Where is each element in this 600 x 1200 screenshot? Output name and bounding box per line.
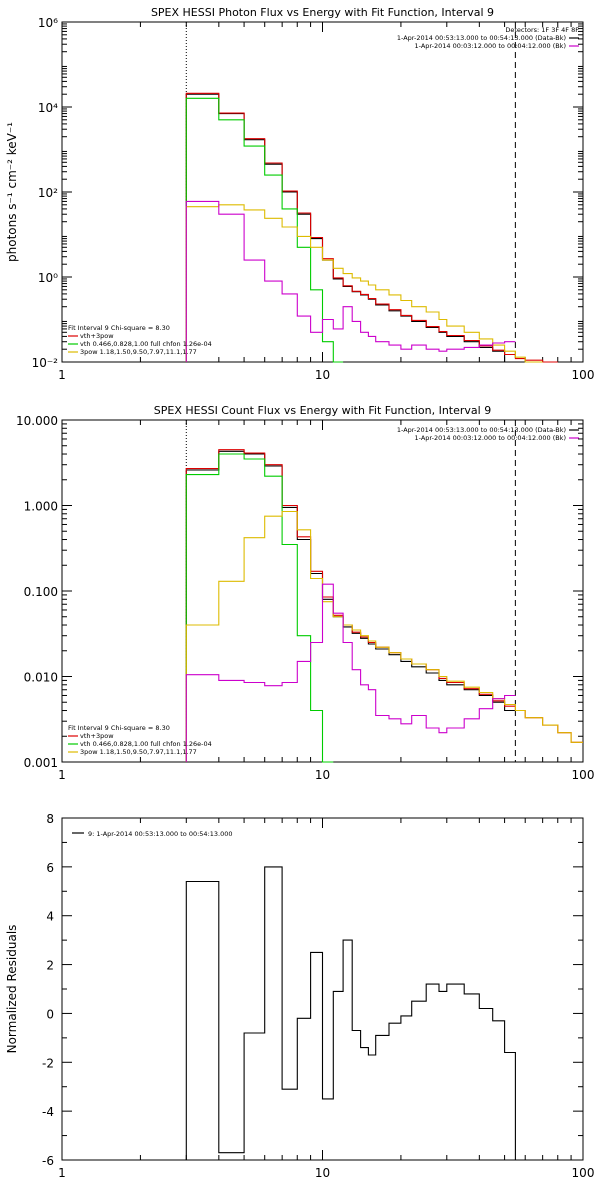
legend-left-entry: vth 0.466,0.828,1.00 full chfon 1.26e-04: [80, 340, 212, 348]
y-tick-label: 0: [46, 1007, 54, 1021]
chart-title: SPEX HESSI Photon Flux vs Energy with Fi…: [151, 6, 494, 19]
series-background-line: [185, 200, 516, 362]
y-tick-label: 8: [46, 812, 54, 826]
y-tick-label: -6: [42, 1154, 54, 1168]
series-power-line: [185, 510, 583, 762]
series-thermal-line: [185, 453, 334, 763]
y-tick-label: -2: [42, 1056, 54, 1070]
count-flux-panel: SPEX HESSI Count Flux vs Energy with Fit…: [16, 404, 594, 782]
fit-info-label: Fit Interval 9 Chi-square = 8.30: [68, 724, 170, 732]
series-background-line: [185, 583, 516, 762]
legend-left-entry: vth 0.466,0.828,1.00 full chfon 1.26e-04: [80, 740, 212, 748]
x-tick-label: 100: [572, 368, 595, 382]
x-tick-label: 1: [58, 368, 66, 382]
series-total-line: [185, 450, 516, 762]
legend-right-entry: 1-Apr-2014 00:53:13.000 to 00:54:13.000 …: [397, 34, 566, 42]
y-tick-label: 0.100: [24, 585, 58, 599]
y-tick-label: 0.001: [24, 756, 58, 770]
series-total-line: [185, 93, 516, 363]
photon-flux-panel: SPEX HESSI Photon Flux vs Energy with Fi…: [5, 6, 594, 382]
x-tick-label: 10: [315, 1166, 330, 1180]
y-tick-label: 10⁶: [38, 16, 58, 30]
legend-left-entry: 3pow 1.18,1.50,9.50,7.97,11.1,1.77: [80, 348, 197, 356]
legend-right-entry: 1-Apr-2014 00:03:12.000 to 00:04:12.000 …: [415, 434, 566, 442]
y-tick-label: 10²: [38, 186, 58, 200]
x-tick-label: 1: [58, 1166, 66, 1180]
y-tick-label: 10⁻²: [32, 356, 59, 370]
residuals-panel: Normalized Residuals 1 10 100 -6 -4 -2 0 2 4 6 8 9: …: [5, 812, 594, 1180]
y-tick-label: 2: [46, 959, 54, 973]
y-tick-label: 1.000: [24, 500, 58, 514]
y-tick-label: -4: [42, 1105, 54, 1119]
residual-legend-entry: 9: 1-Apr-2014 00:53:13.000 to 00:54:13.0…: [88, 830, 233, 838]
series-thermal-line: [185, 97, 344, 363]
series-power-line: [185, 204, 543, 363]
x-tick-label: 10: [315, 368, 330, 382]
y-axis-label: Normalized Residuals: [5, 925, 19, 1054]
fit-info-label: Fit Interval 9 Chi-square = 8.30: [68, 324, 170, 332]
detectors-label: Detectors: 1F 3F 4F 8F: [505, 26, 579, 34]
legend-left-entry: vth+3pow: [80, 732, 114, 740]
x-tick-label: 100: [572, 1166, 595, 1180]
y-tick-label: 4: [46, 910, 54, 924]
x-tick-label: 100: [572, 768, 595, 782]
x-tick-label: 10: [315, 768, 330, 782]
legend-right-entry: 1-Apr-2014 00:53:13.000 to 00:54:13.000 …: [397, 426, 566, 434]
legend-left-entry: vth+3pow: [80, 332, 114, 340]
y-tick-label: 6: [46, 861, 54, 875]
y-axis-label: photons s⁻¹ cm⁻² keV⁻¹: [5, 122, 19, 262]
legend-left-entry: 3pow 1.18,1.50,9.50,7.97,11.1,1.77: [80, 748, 197, 756]
x-tick-label: 1: [58, 768, 66, 782]
series-sum-line: [185, 92, 558, 363]
y-tick-label: 10⁰: [38, 271, 58, 285]
y-tick-label: 0.010: [24, 671, 58, 685]
chart-title: SPEX HESSI Count Flux vs Energy with Fit…: [154, 404, 491, 417]
y-tick-label: 10.000: [16, 414, 58, 428]
series-total-line: [185, 866, 516, 1160]
legend-right-entry: 1-Apr-2014 00:03:12.000 to 00:04:12.000 …: [415, 42, 566, 50]
y-tick-label: 10⁴: [38, 101, 58, 115]
